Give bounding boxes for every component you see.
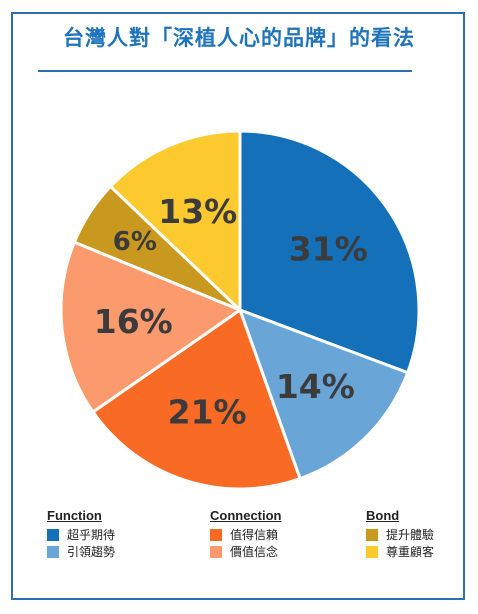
legend-item: 超乎期待 (47, 526, 115, 543)
legend-group-connection: Connection 值得信賴 價值信念 (210, 508, 282, 560)
slice-percent-label: 31% (289, 229, 368, 268)
legend-item: 提升體驗 (366, 526, 434, 543)
slice-percent-label: 14% (276, 367, 355, 406)
pie-slice (237, 307, 410, 481)
slice-percent-label: 13% (158, 192, 237, 231)
pie-slice (59, 240, 244, 415)
legend-swatch (366, 545, 378, 558)
legend-heading: Bond (366, 508, 400, 523)
legend-item: 尊重顧客 (366, 543, 434, 560)
legend-label: 值得信賴 (230, 528, 279, 542)
legend-swatch (47, 528, 59, 541)
slice-percent-label: 21% (168, 393, 247, 432)
legend-item: 值得信賴 (210, 526, 282, 543)
legend-swatch (210, 545, 222, 558)
chart-title: 台灣人對「深植人心的品牌」的看法 (63, 26, 415, 50)
pie-slice (238, 129, 421, 375)
slice-percent-label: 16% (94, 302, 173, 341)
legend-heading: Function (47, 508, 102, 523)
legend-group-bond: Bond 提升體驗 尊重顧客 (366, 508, 434, 560)
legend-heading: Connection (210, 508, 282, 523)
legend-item: 價值信念 (210, 543, 282, 560)
slice-percent-label: 6% (113, 227, 157, 257)
pie-slice (90, 307, 302, 491)
legend-label: 價值信念 (230, 545, 279, 559)
legend-label: 提升體驗 (386, 528, 435, 542)
legend-swatch (210, 528, 222, 541)
legend-swatch (366, 528, 378, 541)
legend-label: 尊重顧客 (386, 545, 435, 559)
title-divider (38, 70, 412, 72)
legend-label: 引領趨勢 (67, 545, 116, 559)
legend-label: 超乎期待 (67, 528, 116, 542)
legend-group-function: Function 超乎期待 引領趨勢 (47, 508, 115, 560)
legend-swatch (47, 545, 59, 558)
pie-slice (108, 129, 242, 314)
legend-item: 引領趨勢 (47, 543, 115, 560)
